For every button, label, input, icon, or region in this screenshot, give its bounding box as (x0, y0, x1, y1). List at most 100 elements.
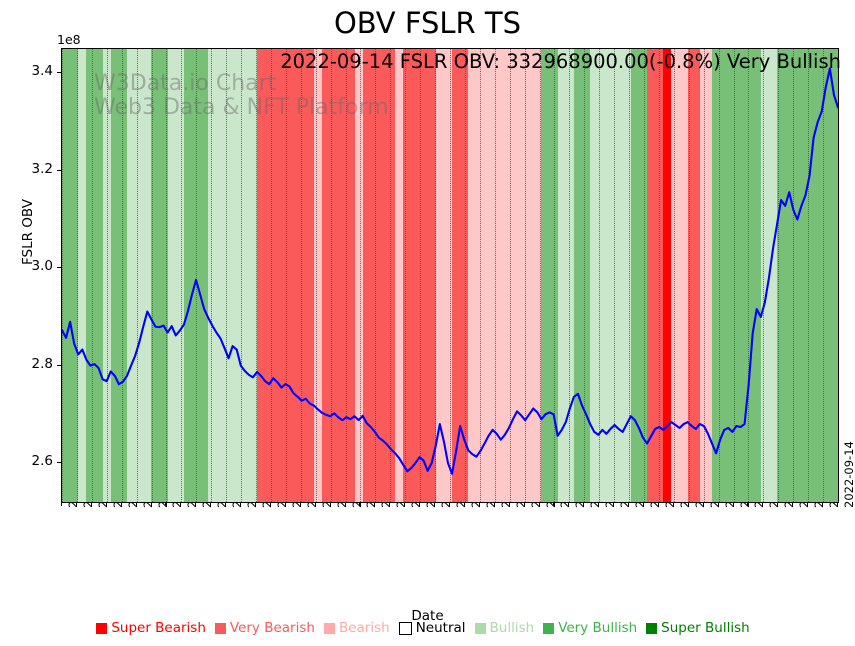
legend-swatch (96, 622, 108, 634)
gridline (718, 49, 720, 502)
sentiment-band (435, 49, 453, 502)
gridline (76, 49, 78, 502)
y-tick-mark (57, 462, 61, 464)
gridline (450, 49, 451, 502)
x-tick-mark (255, 502, 256, 506)
x-tick-mark (702, 502, 704, 506)
x-tick-mark (165, 502, 167, 506)
x-axis-label: Date (411, 608, 444, 624)
x-tick-mark (120, 502, 122, 506)
x-tick-mark (583, 502, 585, 506)
sentiment-band (395, 49, 404, 502)
gridline (793, 49, 795, 502)
x-tick-mark (807, 502, 809, 506)
legend-label: Super Bullish (661, 620, 750, 636)
gridline (121, 49, 123, 502)
x-tick-mark (434, 502, 436, 506)
x-tick-mark (553, 502, 555, 506)
legend-item[interactable]: Very Bullish (543, 620, 637, 636)
y-tick-mark (57, 169, 61, 171)
gridline (509, 49, 511, 502)
gridline (539, 49, 541, 502)
x-tick-mark (657, 502, 659, 506)
x-tick-mark (240, 502, 242, 506)
x-tick-mark (687, 502, 689, 506)
gridline (435, 49, 437, 502)
sentiment-band (573, 49, 591, 502)
y-tick-label: 3.4 (31, 63, 53, 80)
y-tick-label: 2.6 (31, 453, 53, 470)
legend-item[interactable]: Super Bearish (96, 620, 206, 636)
gridline (300, 49, 302, 502)
gridline (464, 49, 466, 502)
gridline (136, 49, 138, 502)
y-tick-label: 3.0 (31, 258, 53, 275)
sentiment-band (663, 49, 672, 502)
gridline (390, 49, 392, 502)
sentiment-band (257, 49, 314, 502)
x-tick-mark (374, 502, 376, 506)
x-tick-mark (61, 502, 62, 506)
sentiment-band (362, 49, 396, 502)
gridline (151, 49, 153, 502)
sentiment-band (671, 49, 688, 502)
sentiment-band (354, 49, 363, 502)
legend-item[interactable]: Bullish (474, 620, 534, 636)
x-tick-mark (225, 502, 227, 506)
x-tick-mark (628, 502, 630, 506)
sentiment-band (452, 49, 469, 502)
sentiment-band (86, 49, 103, 502)
sentiment-band (208, 49, 257, 502)
gridlines-layer (62, 49, 838, 502)
x-tick-mark (210, 502, 212, 506)
gridline (599, 49, 601, 502)
x-tick-mark (180, 502, 182, 506)
legend-item[interactable]: Neutral (398, 620, 466, 636)
x-tick-mark (732, 502, 734, 506)
x-tick-mark (643, 502, 644, 506)
gridline (733, 49, 735, 502)
x-tick-mark (329, 502, 331, 506)
x-tick-mark (508, 502, 510, 506)
gridline (91, 49, 93, 502)
sentiment-band (777, 49, 838, 502)
gridline (330, 49, 332, 502)
gridline (345, 49, 347, 502)
gridline (778, 49, 780, 502)
legend-item[interactable]: Very Bearish (214, 620, 315, 636)
x-tick-mark (314, 502, 316, 506)
legend-label: Super Bearish (111, 620, 206, 636)
x-tick-mark (135, 502, 137, 506)
gridline (315, 49, 317, 502)
y-tick-label: 2.8 (31, 355, 53, 372)
legend-label: Neutral (415, 620, 466, 636)
x-tick-mark (837, 502, 838, 506)
watermark-line-1: W3Data.io Chart (94, 71, 277, 96)
gridline (479, 49, 481, 502)
gridline (106, 49, 108, 502)
legend-swatch (398, 621, 412, 635)
x-tick-mark (762, 502, 764, 506)
legend-item[interactable]: Bearish (323, 620, 390, 636)
x-tick-mark (344, 502, 346, 506)
legend-label: Very Bullish (558, 620, 638, 636)
x-tick-mark (75, 502, 77, 506)
sentiment-bands-layer (62, 49, 838, 502)
gridline (405, 49, 407, 502)
obv-line-series (62, 67, 838, 475)
gridline (808, 49, 810, 502)
gridline (270, 49, 272, 502)
plot-area: W3Data.io Chart Web3 Data & NFT Platform (61, 48, 839, 503)
gridline (703, 49, 705, 502)
legend-item[interactable]: Super Bullish (646, 620, 750, 636)
y-tick-mark (57, 72, 61, 74)
sentiment-band (151, 49, 168, 502)
x-tick-mark (822, 502, 824, 506)
gridline (494, 49, 496, 502)
sentiment-band (313, 49, 323, 502)
gridline (614, 49, 616, 502)
sentiment-band (541, 49, 558, 502)
gridline (166, 49, 168, 502)
x-tick-mark (493, 502, 495, 506)
